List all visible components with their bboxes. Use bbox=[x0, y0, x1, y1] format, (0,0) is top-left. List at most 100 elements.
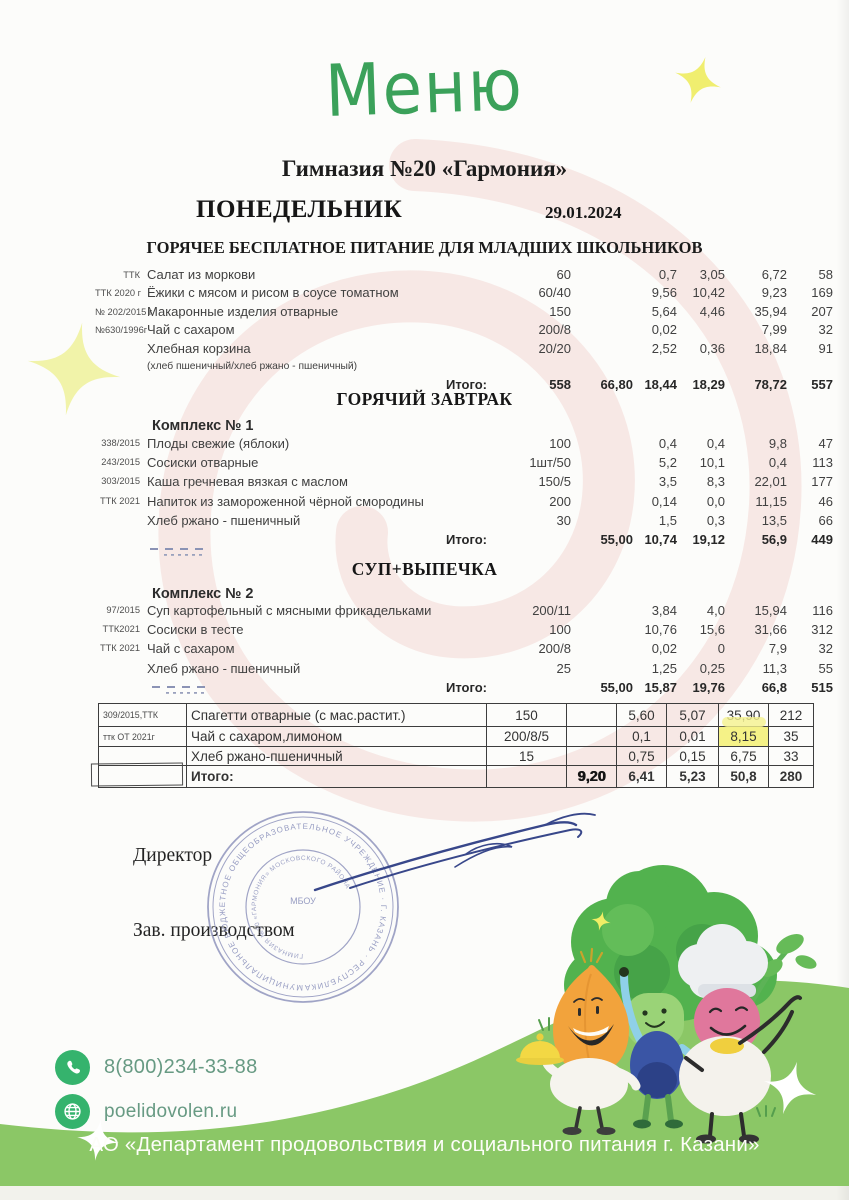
total-fat: 19,12 bbox=[692, 532, 725, 548]
dish-name: Суп картофельный с мясными фрикадельками bbox=[147, 603, 432, 618]
weekday-label: ПОНЕДЕЛЬНИК bbox=[196, 196, 403, 223]
carbs: 22,01 bbox=[754, 474, 787, 490]
carbs-highlighted: 8,15 bbox=[719, 727, 769, 747]
kcal: 91 bbox=[818, 340, 833, 356]
protein: 5,2 bbox=[658, 455, 677, 471]
protein: 1,5 bbox=[658, 512, 677, 528]
protein: 3,84 bbox=[651, 603, 677, 618]
carbs: 9,23 bbox=[761, 285, 787, 301]
free-meal-table: ТТК Салат из моркови 60 0,7 3,05 6,72 58… bbox=[95, 266, 837, 395]
dish-name: Хлеб ржано-пшеничный bbox=[187, 747, 487, 766]
recipe-code: №630/1996г bbox=[95, 325, 148, 336]
director-label: Директор bbox=[133, 845, 213, 866]
pen-dash-marks bbox=[150, 548, 208, 557]
total-price-handwritten: 9,20 bbox=[567, 766, 617, 787]
footer-company-name: АО «Департамент продовольствия и социаль… bbox=[89, 1133, 760, 1156]
yellow-marker-smudge bbox=[722, 717, 766, 727]
scan-stray-cell bbox=[90, 762, 184, 787]
radish-chef-character bbox=[678, 924, 817, 1144]
total-fat: 19,76 bbox=[692, 679, 725, 695]
carbs: 31,66 bbox=[754, 622, 787, 638]
soup-bakery-table: 97/2015 Суп картофельный с мясными фрика… bbox=[95, 601, 837, 697]
kcal: 212 bbox=[769, 704, 813, 727]
kcal: 55 bbox=[818, 660, 833, 676]
total-kcal: 280 bbox=[779, 769, 803, 784]
fat: 0,01 bbox=[667, 727, 719, 747]
total-label: Итого: bbox=[446, 679, 487, 695]
price bbox=[575, 340, 637, 377]
price bbox=[575, 284, 637, 302]
portion: 1шт/50 bbox=[529, 455, 571, 471]
dish-name: Плоды свежие (яблоки) bbox=[147, 436, 290, 451]
total-price: 66,80 bbox=[600, 377, 633, 393]
dish-name: Хлебная корзина (хлеб пшеничный/хлеб ржа… bbox=[147, 340, 497, 377]
protein: 0,02 bbox=[651, 641, 677, 657]
fat: 15,6 bbox=[699, 622, 725, 638]
kcal: 32 bbox=[818, 641, 833, 657]
kcal: 47 bbox=[818, 436, 833, 451]
kcal: 177 bbox=[811, 474, 833, 490]
date-label: 29.01.2024 bbox=[545, 203, 622, 222]
total-kcal: 557 bbox=[811, 377, 833, 393]
recipe-code: ТТК 2020 г bbox=[95, 288, 142, 299]
carbs: 9,8 bbox=[768, 436, 787, 451]
protein: 2,52 bbox=[651, 340, 677, 356]
kcal: 35 bbox=[769, 727, 813, 747]
portion: 200/11 bbox=[532, 603, 571, 618]
dish-name: Салат из моркови bbox=[147, 267, 256, 282]
pen-dash-marks bbox=[152, 686, 210, 695]
portion: 30 bbox=[556, 512, 571, 528]
carbs: 35,94 bbox=[754, 303, 787, 319]
total-protein: 10,74 bbox=[644, 532, 677, 548]
recipe-code: 309/2015,ТТК bbox=[99, 704, 187, 727]
total-label: Итого: bbox=[446, 377, 487, 393]
fat: 10,1 bbox=[699, 455, 725, 471]
recipe-code: ттк ОТ 2021г bbox=[99, 727, 187, 747]
fat: 8,3 bbox=[706, 474, 725, 490]
price bbox=[575, 266, 637, 284]
complex-1-label: Комплекс № 1 bbox=[152, 418, 254, 434]
total-fat: 18,29 bbox=[692, 377, 725, 393]
phone-icon bbox=[55, 1050, 90, 1085]
round-stamp: МУНИЦИПАЛЬНОЕ БЮДЖЕТНОЕ ОБЩЕОБРАЗОВАТЕЛЬ… bbox=[200, 804, 399, 1003]
portion: 150 bbox=[549, 303, 571, 319]
recipe-code: 97/2015 bbox=[106, 605, 140, 615]
footer-illustration bbox=[0, 865, 849, 1186]
school-name: Гимназия №20 «Гармония» bbox=[281, 156, 568, 181]
dish-name: Ёжики с мясом и рисом в соусе томатном bbox=[147, 285, 399, 301]
carbs: 7,99 bbox=[761, 322, 787, 338]
stamp-center-text: МБОУ bbox=[290, 896, 316, 906]
protein: 9,56 bbox=[651, 285, 677, 301]
carbs: 13,5 bbox=[761, 512, 787, 528]
kcal: 113 bbox=[812, 455, 833, 471]
kcal: 33 bbox=[769, 747, 813, 766]
dish-name-note: (хлеб пшеничный/хлеб ржано - пшеничный) bbox=[147, 361, 358, 373]
protein: 10,76 bbox=[644, 622, 677, 638]
protein: 0,4 bbox=[658, 436, 677, 451]
fat: 0,4 bbox=[706, 436, 725, 451]
protein: 0,1 bbox=[617, 727, 667, 747]
fat: 10,42 bbox=[692, 285, 725, 301]
kcal: 207 bbox=[811, 303, 833, 319]
total-kcal: 449 bbox=[811, 532, 833, 548]
total-price: 55,00 bbox=[600, 532, 633, 548]
protein: 5,60 bbox=[617, 704, 667, 727]
carbs: 18,84 bbox=[754, 340, 787, 356]
dish-name: Чай с сахаром bbox=[147, 322, 235, 338]
section-title-hot-breakfast: ГОРЯЧИЙ ЗАВТРАК bbox=[336, 389, 513, 409]
fat: 0,3 bbox=[706, 512, 725, 528]
fat: 0,25 bbox=[699, 660, 725, 676]
spiral-watermark bbox=[158, 139, 802, 822]
dish-name: Сосиски отварные bbox=[147, 455, 259, 471]
portion: 200/8 bbox=[538, 641, 571, 657]
free-meal-heading: ГОРЯЧЕЕ БЕСПЛАТНОЕ ПИТАНИЕ ДЛЯ МЛАДШИХ Ш… bbox=[146, 238, 703, 257]
protein: 0,7 bbox=[658, 267, 677, 282]
dish-name: Макаронные изделия отварные bbox=[147, 303, 339, 319]
fat: 0,0 bbox=[706, 493, 725, 509]
sparkle-yellow-small-icon bbox=[675, 57, 721, 103]
total-portion: 558 bbox=[549, 377, 571, 393]
protein: 0,75 bbox=[617, 747, 667, 766]
total-carbs: 78,72 bbox=[754, 377, 787, 393]
portion: 100 bbox=[549, 436, 571, 451]
sparkle-yellow-large-icon bbox=[27, 322, 121, 416]
